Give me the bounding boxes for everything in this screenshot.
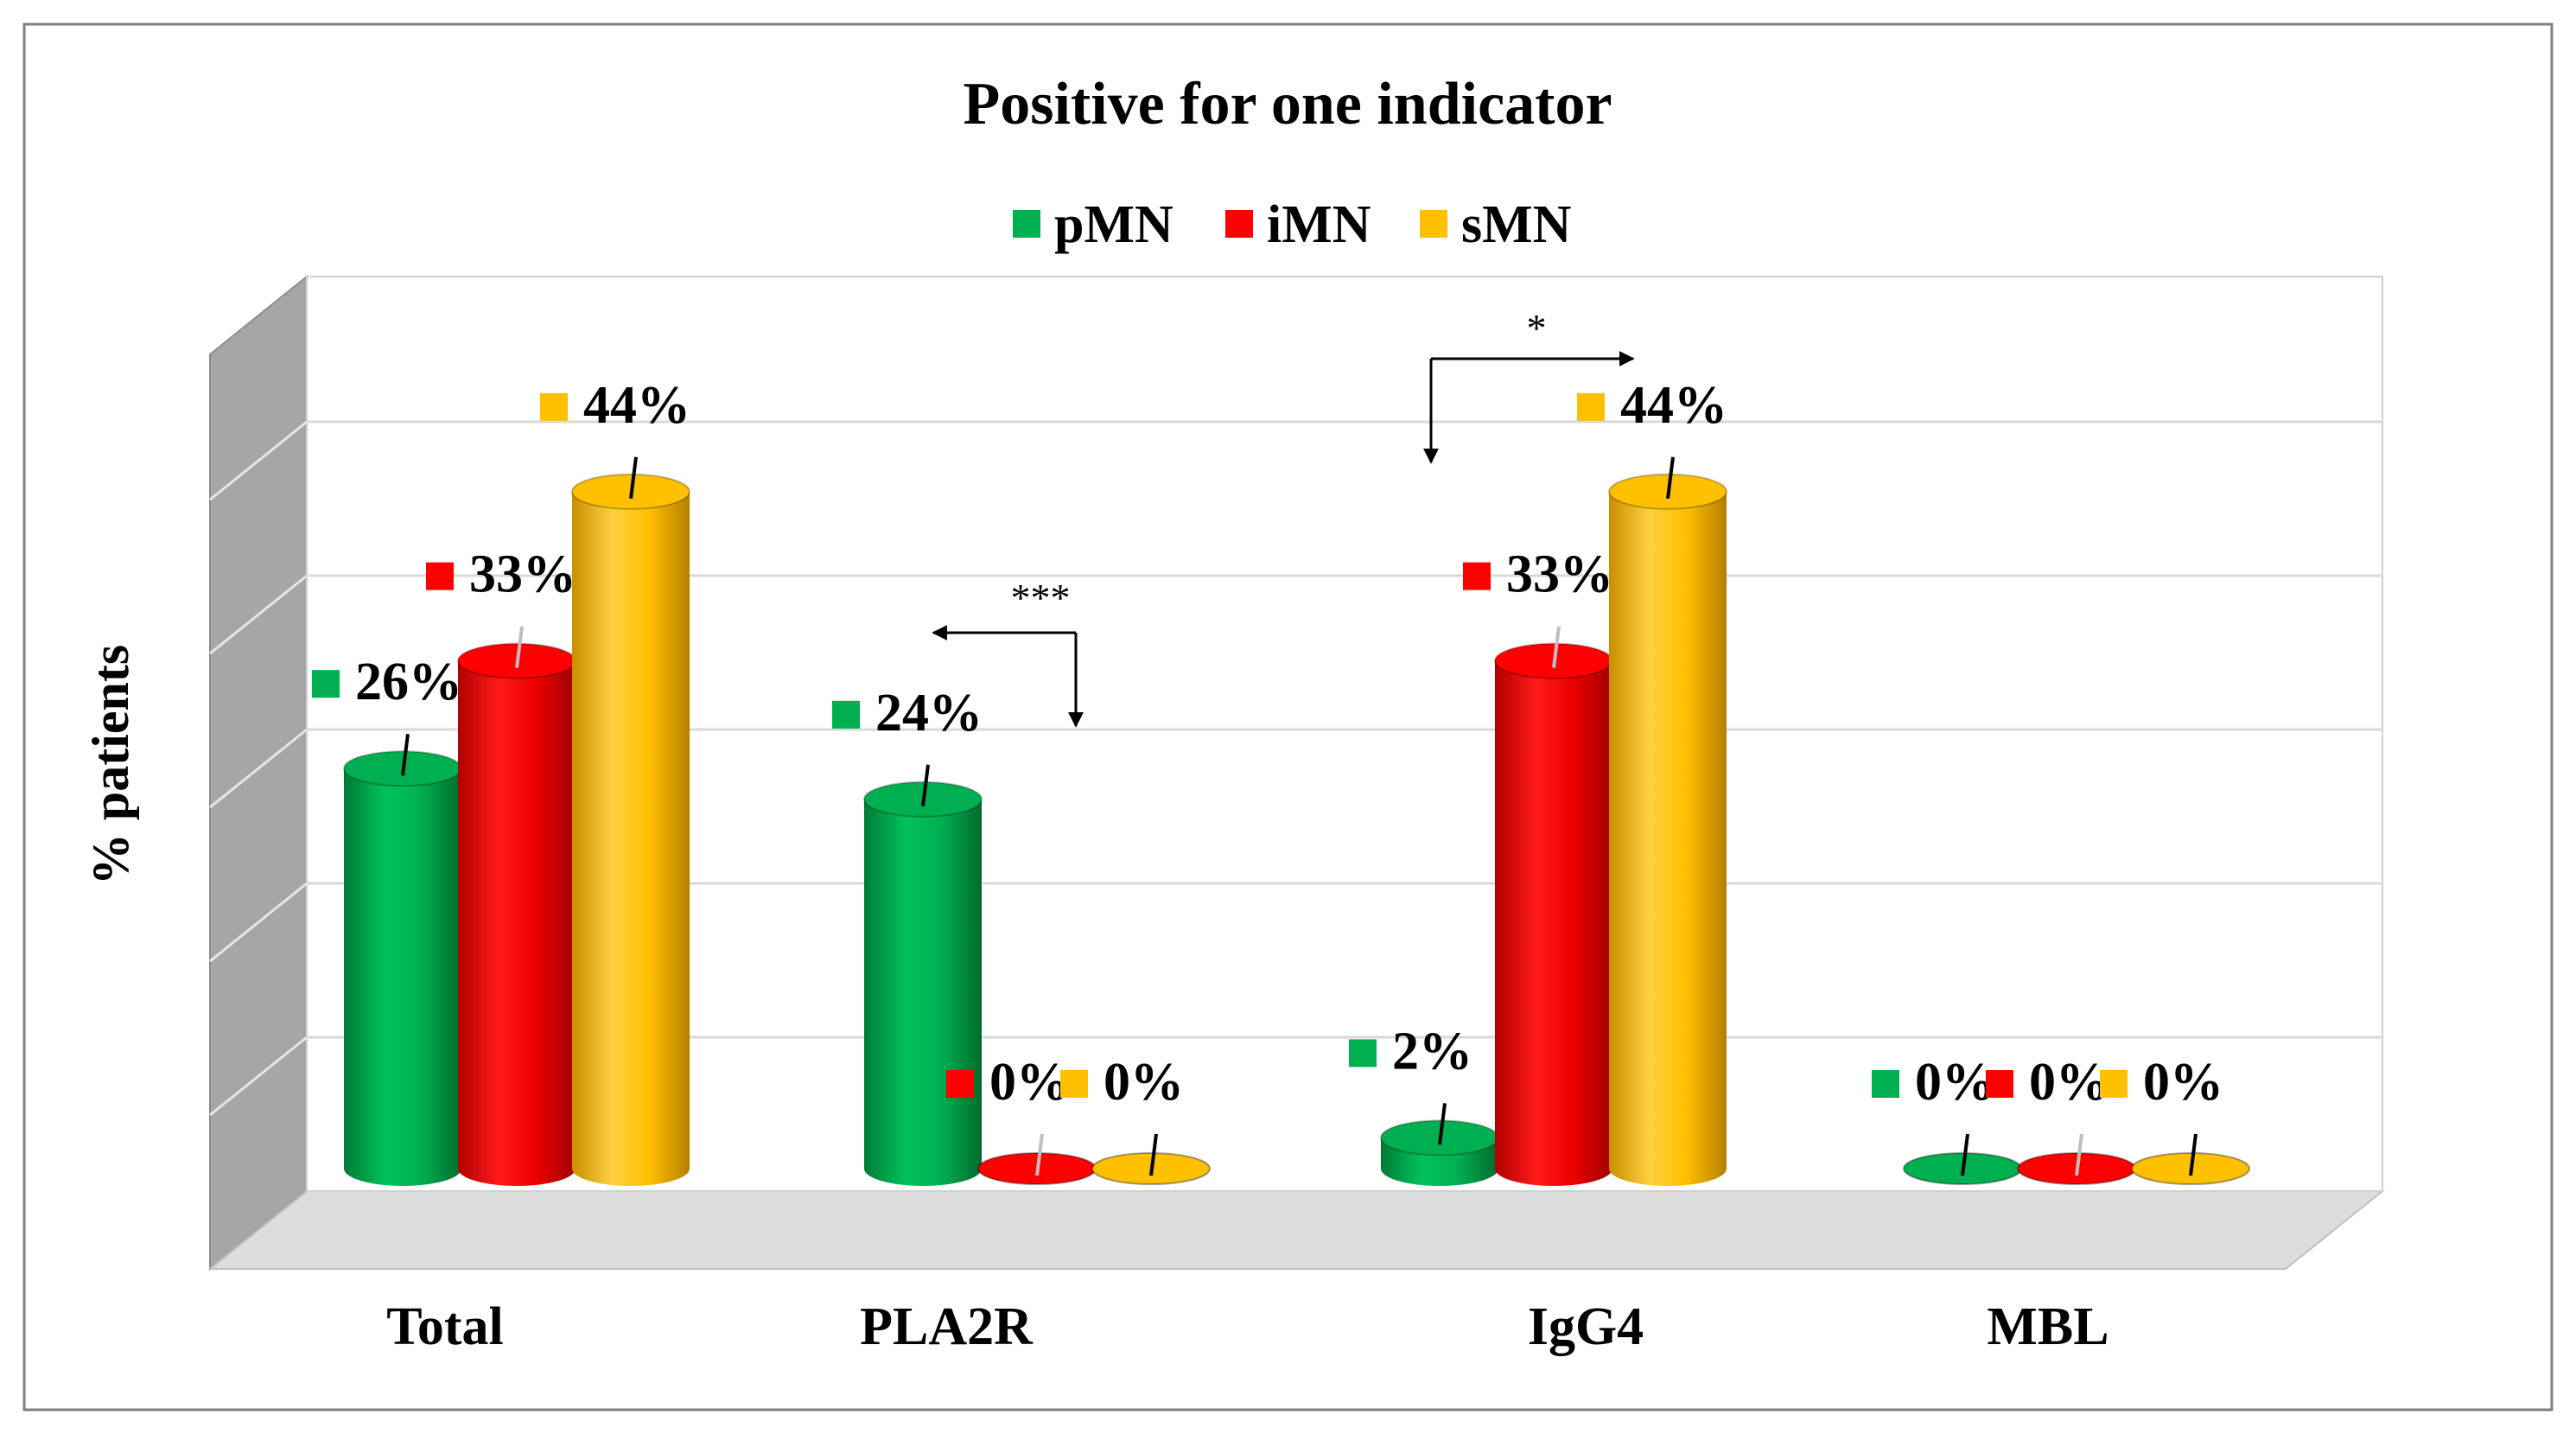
- leader-line: [1035, 1133, 1044, 1176]
- category-label-mbl: MBL: [1987, 1297, 2109, 1356]
- side-gridline-30: [209, 728, 308, 809]
- leader-line: [1666, 456, 1675, 500]
- data-label-text: 0%: [1104, 1053, 1184, 1112]
- category-label-pla2r: PLA2R: [860, 1297, 1034, 1356]
- data-label-mbl-imn: 0%: [1986, 1053, 2109, 1176]
- legend-swatch-imn: [1225, 210, 1253, 238]
- label-key-imn: [1986, 1070, 2013, 1098]
- label-key-smn: [1060, 1070, 1088, 1098]
- significance-text: *: [1527, 306, 1547, 350]
- leader-line: [1438, 1103, 1447, 1145]
- bar-total-smn: [571, 473, 690, 1186]
- data-label-text: 26%: [355, 653, 462, 711]
- side-gridline-50: [209, 420, 308, 501]
- side-gridline-10: [209, 1036, 308, 1117]
- data-label-igg4-pmn: 2%: [1349, 1022, 1472, 1145]
- leader-line: [2075, 1133, 2083, 1176]
- category-labels: Total PLA2R IgG4 MBL: [386, 1297, 2109, 1356]
- chart-title: Positive for one indicator: [963, 71, 1612, 137]
- bar-body-igg4-smn: [1609, 491, 1727, 1186]
- legend-label-imn: iMN: [1267, 195, 1371, 254]
- significance-text: ***: [1011, 576, 1071, 620]
- label-key-imn: [426, 562, 454, 590]
- data-label-total-smn: 44%: [540, 376, 690, 500]
- data-label-pla2r-pmn: 24%: [832, 684, 983, 807]
- label-key-imn: [946, 1070, 974, 1098]
- label-key-smn: [540, 392, 568, 421]
- legend: pMN iMN sMN: [1013, 195, 1571, 254]
- category-label-total: Total: [386, 1297, 504, 1356]
- label-key-pmn: [832, 700, 860, 729]
- leader-line: [629, 456, 638, 500]
- data-label-text: 33%: [469, 545, 576, 604]
- leader-line: [515, 626, 524, 668]
- data-label-text: 0%: [2029, 1053, 2109, 1112]
- label-key-pmn: [312, 670, 340, 698]
- label-key-pmn: [1872, 1070, 1899, 1098]
- data-label-total-imn: 33%: [426, 545, 576, 668]
- bar-body-total-pmn: [344, 768, 461, 1186]
- leader-line: [921, 764, 930, 807]
- label-key-smn: [2100, 1070, 2128, 1098]
- leader-line: [1552, 626, 1561, 668]
- data-label-text: 0%: [2143, 1053, 2223, 1112]
- data-label-text: 44%: [1620, 376, 1727, 435]
- data-label-text: 0%: [1915, 1053, 1995, 1112]
- legend-swatch-pmn: [1013, 210, 1040, 238]
- legend-swatch-smn: [1420, 210, 1447, 238]
- bar-total-imn: [457, 642, 576, 1186]
- bar-igg4-pmn: [1380, 1119, 1499, 1186]
- leader-line: [2189, 1133, 2198, 1176]
- significance-igg4: *: [1423, 306, 1635, 464]
- leader-line: [1149, 1133, 1158, 1176]
- category-label-igg4: IgG4: [1528, 1297, 1644, 1356]
- data-label-mbl-smn: 0%: [2100, 1053, 2223, 1176]
- data-label-igg4-imn: 33%: [1463, 545, 1613, 668]
- data-label-pla2r-smn: 0%: [1060, 1053, 1184, 1176]
- side-wall: [209, 274, 308, 1271]
- data-label-total-pmn: 26%: [312, 653, 462, 776]
- bar-pla2r-pmn: [863, 781, 983, 1186]
- leader-line: [401, 733, 410, 776]
- data-label-mbl-pmn: 0%: [1872, 1053, 1995, 1176]
- value-labels: 26%33%44%24%0% 0%2%33%44%0% 0% 0%: [312, 376, 2223, 1176]
- bar-igg4-smn: [1608, 473, 1727, 1186]
- bar-igg4-imn: [1494, 642, 1613, 1186]
- data-label-text: 24%: [875, 684, 983, 742]
- bar-body-total-imn: [458, 660, 576, 1186]
- label-key-pmn: [1349, 1039, 1377, 1068]
- bars: [343, 473, 2250, 1186]
- bar-body-total-smn: [572, 491, 690, 1186]
- legend-label-pmn: pMN: [1054, 195, 1174, 254]
- data-label-pla2r-imn: 0%: [946, 1053, 1070, 1176]
- data-label-igg4-smn: 44%: [1577, 376, 1727, 500]
- bar-body-pla2r-pmn: [864, 799, 982, 1186]
- y-axis-label: % patients: [82, 645, 139, 885]
- side-gridline-40: [209, 574, 308, 655]
- label-key-imn: [1463, 562, 1491, 590]
- data-label-text: 0%: [989, 1053, 1070, 1112]
- legend-label-smn: sMN: [1461, 195, 1571, 254]
- data-label-text: 44%: [583, 376, 690, 435]
- floor: [207, 1190, 2385, 1270]
- data-label-text: 33%: [1506, 545, 1613, 604]
- label-key-smn: [1577, 392, 1605, 421]
- bar-total-pmn: [343, 750, 462, 1186]
- significance-pla2r: ***: [932, 576, 1084, 728]
- significance-annotations: ****: [932, 306, 1635, 728]
- bar-body-igg4-imn: [1495, 660, 1612, 1186]
- leader-line: [1961, 1133, 1969, 1176]
- data-label-text: 2%: [1392, 1022, 1472, 1080]
- side-gridline-20: [209, 882, 308, 963]
